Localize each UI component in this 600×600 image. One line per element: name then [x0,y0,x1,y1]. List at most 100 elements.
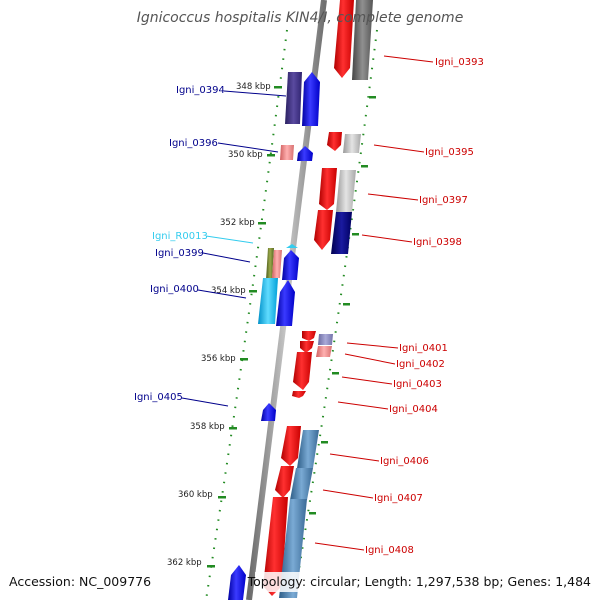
gene-0401-cog[interactable] [318,334,333,345]
gene-0395-arrow[interactable] [327,132,342,151]
kbp-label-350: 350 kbp [228,150,263,160]
tick-350 [267,154,275,157]
leader-0404 [337,401,389,410]
map-title: Ignicoccus hospitalis KIN4/I, complete g… [137,10,464,26]
gene-label-0404[interactable]: Igni_0404 [389,404,438,415]
gene-0407-cog[interactable] [290,468,313,500]
forward-strand [228,72,320,600]
tick-354 [249,290,257,293]
gene-0397-cog[interactable] [336,170,356,212]
gene-0405-arrow[interactable] [261,403,276,421]
gene-label-0396[interactable]: Igni_0396 [169,138,218,149]
gene-0402-arrow[interactable] [300,341,314,353]
tick-358 [229,427,237,430]
kbp-label-352: 352 kbp [220,218,255,228]
gene-0406-cog[interactable] [297,430,319,468]
gene-0403-arrow[interactable] [293,352,312,390]
gene-0395-cog[interactable] [343,134,361,153]
gene-label-0397[interactable]: Igni_0397 [419,195,468,206]
kbp-label-356: 356 kbp [201,354,236,364]
gene-0393-arrow[interactable] [334,0,354,78]
kbp-label-362: 362 kbp [167,558,202,568]
tick-362 [207,565,215,568]
gene-label-0394[interactable]: Igni_0394 [176,85,225,96]
gene-label-0400[interactable]: Igni_0400 [150,284,199,295]
gene-0406-arrow[interactable] [281,426,301,466]
gene-bottom-arrow[interactable] [228,565,246,600]
leader-0395 [373,144,425,153]
tick-360 [218,496,226,499]
rtick-2 [361,165,368,168]
reverse-leader-lines [314,55,434,551]
leader-0407 [322,489,374,499]
leader-0398 [361,234,413,243]
gene-r0013-arrow[interactable] [286,244,298,248]
gene-0399-arrow[interactable] [282,250,299,280]
gene-0398-arrow[interactable] [314,210,333,250]
gene-0402-cog[interactable] [316,346,332,357]
leader-0403 [341,376,393,385]
reverse-gene-labels: Igni_0393 Igni_0395 Igni_0397 Igni_0398 … [365,57,484,556]
reverse-strand [263,0,373,598]
gene-0393-cog[interactable] [352,0,373,80]
gene-label-0407[interactable]: Igni_0407 [374,493,423,504]
gene-label-0401[interactable]: Igni_0401 [399,343,448,354]
rtick-1 [369,96,376,99]
gene-0404-arrow[interactable] [292,391,306,398]
scale-ticks [207,86,282,568]
leader-0406 [329,453,380,462]
gene-label-0408[interactable]: Igni_0408 [365,545,414,556]
right-ticks [309,96,376,515]
leader-0408 [314,542,365,551]
gene-label-0406[interactable]: Igni_0406 [380,456,429,467]
summary-text: Topology: circular; Length: 1,297,538 bp… [247,574,591,589]
rtick-6 [321,441,328,444]
leader-0402 [344,353,396,365]
gene-0394-cog[interactable] [285,72,302,124]
gene-0399-cog[interactable] [272,250,282,278]
gene-label-0405[interactable]: Igni_0405 [134,392,183,403]
gene-label-0395[interactable]: Igni_0395 [425,147,474,158]
kbp-label-348: 348 kbp [236,82,271,92]
leader-0396 [217,142,279,153]
gene-label-0399[interactable]: Igni_0399 [155,248,204,259]
kbp-label-354: 354 kbp [211,286,246,296]
kbp-label-360: 360 kbp [178,490,213,500]
gene-label-0403[interactable]: Igni_0403 [393,379,442,390]
gene-0401-arrow[interactable] [302,331,316,341]
gene-label-0393[interactable]: Igni_0393 [435,57,484,68]
tick-348 [274,86,282,89]
leader-0405 [181,397,229,407]
leader-0394 [223,90,287,97]
gene-0408-arrow[interactable] [263,497,288,596]
gene-0396-cog[interactable] [280,145,294,160]
kbp-label-358: 358 kbp [190,422,225,432]
gene-0400-cog[interactable] [258,278,278,324]
gene-0396-arrow[interactable] [297,146,313,161]
leader-0401 [346,342,399,349]
rtick-4 [343,303,350,306]
gene-0398-cog[interactable] [331,212,352,254]
forward-leader-lines [181,90,287,407]
rtick-7 [309,512,316,515]
forward-gene-labels: Igni_0394 Igni_0396 Igni_R0013 Igni_0399… [134,85,225,403]
tick-352 [258,222,266,225]
gene-0407-arrow[interactable] [275,466,294,498]
accession-text: Accession: NC_009776 [9,574,151,589]
gene-0400-arrow[interactable] [276,280,295,326]
leader-r0013 [205,235,254,244]
leader-0400 [197,289,247,299]
footer-backdrop [255,572,595,592]
leader-0399 [202,252,251,263]
gene-label-r0013[interactable]: Igni_R0013 [152,231,208,242]
gene-r0013-rna[interactable] [266,248,274,280]
gene-0397-arrow[interactable] [319,168,337,210]
leader-0397 [367,193,419,201]
leader-0393 [383,55,434,63]
rtick-5 [332,372,339,375]
gene-0394-arrow[interactable] [302,72,320,126]
gene-label-0398[interactable]: Igni_0398 [413,237,462,248]
tick-356 [240,358,248,361]
gene-label-0402[interactable]: Igni_0402 [396,359,445,370]
